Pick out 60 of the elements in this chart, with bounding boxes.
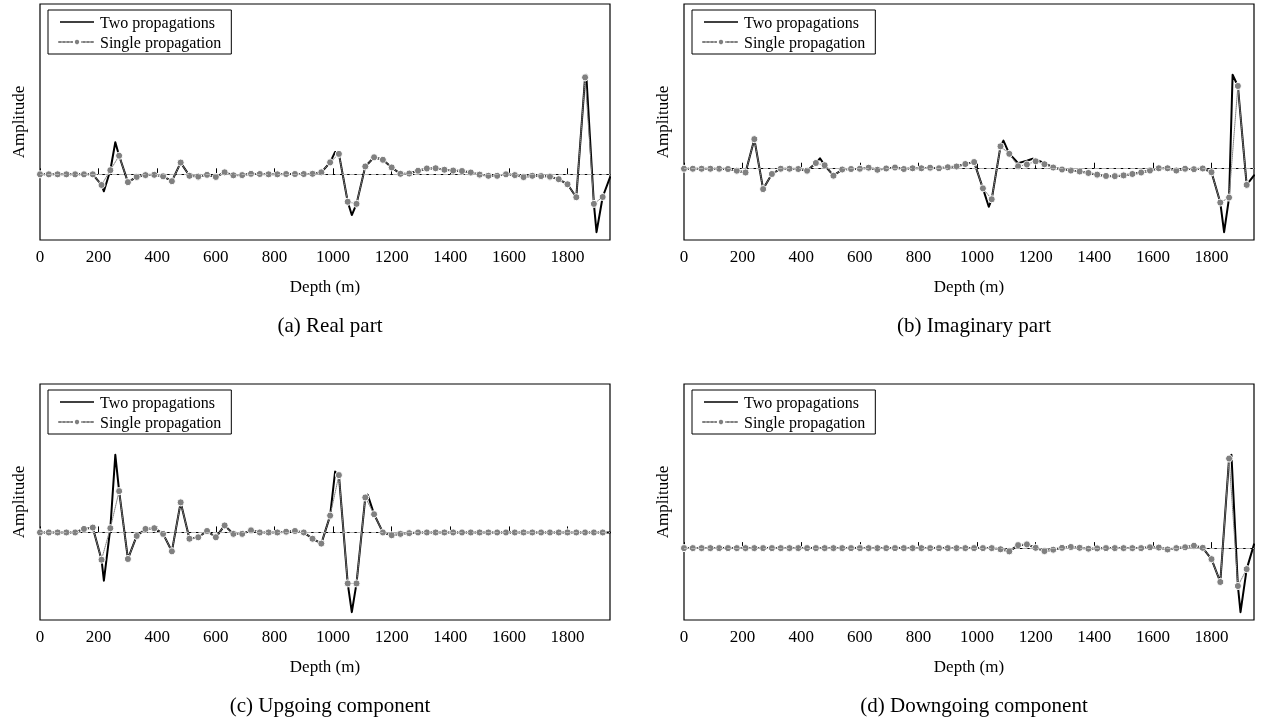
- x-tick-label: 600: [847, 247, 873, 266]
- x-tick-label: 0: [679, 247, 689, 266]
- x-tick-label: 200: [729, 627, 756, 646]
- x-tick-label: 1400: [433, 627, 468, 646]
- x-tick-label: 600: [847, 627, 873, 646]
- legend-label: Two propagations: [100, 13, 215, 32]
- x-tick-label: 1600: [1135, 247, 1170, 266]
- x-tick-label: 1600: [1135, 627, 1170, 646]
- x-tick-label: 1400: [1077, 247, 1112, 266]
- x-tick-label: 200: [85, 627, 112, 646]
- legend-label: Single propagation: [100, 33, 222, 52]
- x-tick-label: 1800: [1194, 627, 1229, 646]
- x-tick-label: 400: [788, 247, 814, 266]
- x-tick-label: 0: [679, 627, 689, 646]
- x-tick-label: 1000: [316, 627, 351, 646]
- x-tick-label: 1600: [491, 627, 526, 646]
- x-tick-label: 600: [203, 627, 229, 646]
- x-tick-label: 1800: [1194, 247, 1229, 266]
- x-tick-label: 200: [729, 247, 756, 266]
- x-tick-label: 800: [905, 627, 932, 646]
- x-tick-label: 800: [261, 627, 288, 646]
- legend-label: Single propagation: [744, 413, 866, 432]
- y-axis-title: Amplitude: [652, 465, 672, 539]
- legend-label: Single propagation: [744, 33, 866, 52]
- x-tick-label: 800: [905, 247, 932, 266]
- text: (a) Real part: [277, 312, 383, 337]
- x-tick-label: 200: [85, 247, 112, 266]
- x-tick-label: 1000: [960, 247, 995, 266]
- x-tick-label: 1000: [960, 627, 995, 646]
- text: (c) Upgoing component: [229, 692, 431, 717]
- x-tick-label: 400: [788, 627, 814, 646]
- x-tick-label: 0: [35, 247, 45, 266]
- x-tick-label: 1600: [491, 247, 526, 266]
- x-axis-title: Depth (m): [933, 657, 1005, 676]
- x-tick-label: 1400: [433, 247, 468, 266]
- legend-label: Two propagations: [744, 393, 859, 412]
- y-axis-title: Amplitude: [652, 85, 672, 159]
- x-tick-label: 600: [203, 247, 229, 266]
- x-axis-title: Depth (m): [933, 277, 1005, 296]
- x-tick-label: 1200: [1018, 627, 1053, 646]
- x-axis-title: Depth (m): [289, 277, 361, 296]
- x-tick-label: 1400: [1077, 627, 1112, 646]
- x-tick-label: 1200: [374, 627, 409, 646]
- legend-label: Two propagations: [744, 13, 859, 32]
- y-axis-title: Amplitude: [8, 465, 28, 539]
- x-tick-label: 1800: [550, 627, 585, 646]
- x-tick-label: 1000: [316, 247, 351, 266]
- x-tick-label: 1200: [1018, 247, 1053, 266]
- text: (b) Imaginary part: [897, 312, 1052, 337]
- x-tick-label: 1200: [374, 247, 409, 266]
- legend-label: Two propagations: [100, 393, 215, 412]
- text: (d) Downgoing component: [860, 692, 1088, 717]
- x-tick-label: 0: [35, 627, 45, 646]
- x-tick-label: 1800: [550, 247, 585, 266]
- x-tick-label: 400: [144, 627, 170, 646]
- x-tick-label: 800: [261, 247, 288, 266]
- x-tick-label: 400: [144, 247, 170, 266]
- y-axis-title: Amplitude: [8, 85, 28, 159]
- legend-label: Single propagation: [100, 413, 222, 432]
- x-axis-title: Depth (m): [289, 657, 361, 676]
